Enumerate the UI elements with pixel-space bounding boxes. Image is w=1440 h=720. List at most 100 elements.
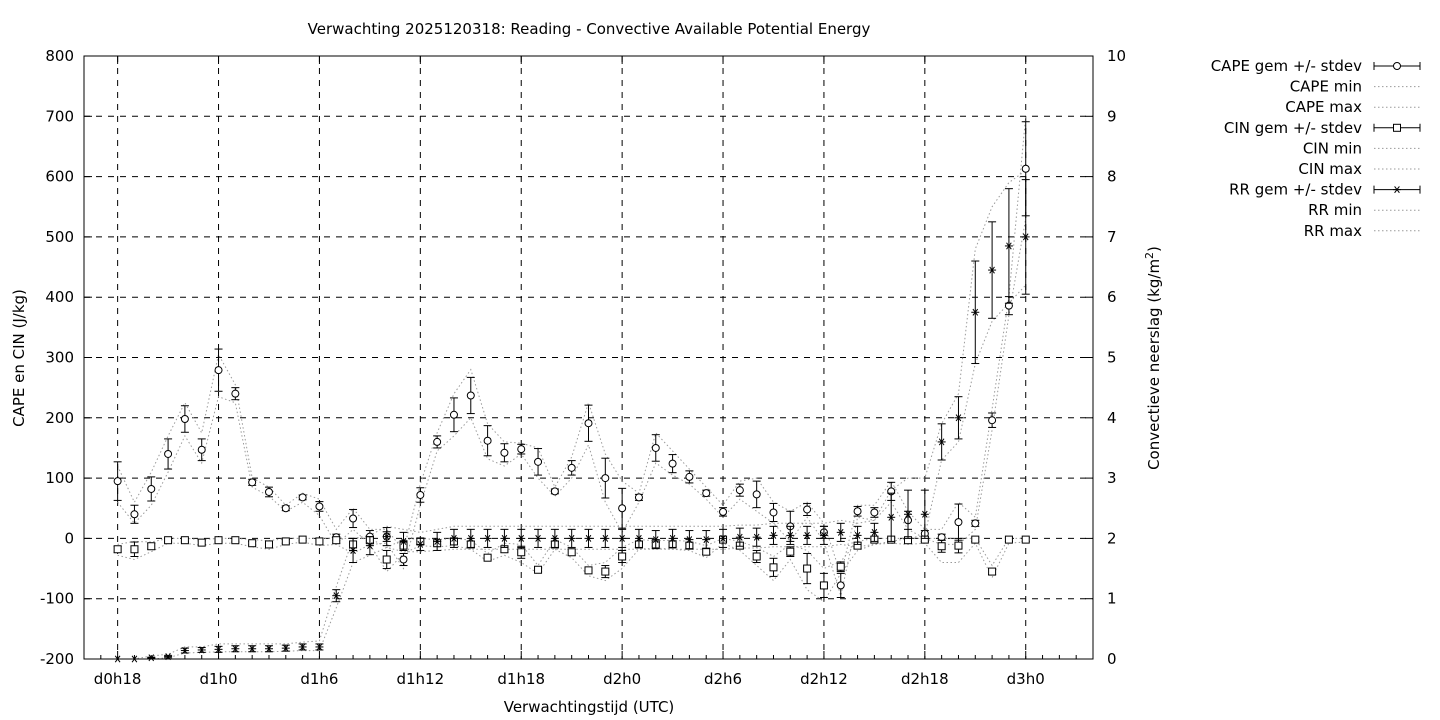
series-line-cape-max — [117, 116, 1027, 577]
cape-gem-stdev-point — [870, 508, 879, 517]
y-left-tick-label: 600 — [45, 168, 74, 186]
star-stroke — [703, 536, 710, 544]
x-tick-label: d2h6 — [704, 670, 742, 688]
rr-gem-stdev-point — [500, 534, 509, 542]
rr-gem-stdev-point — [1004, 242, 1013, 250]
cape-gem-stdev-point — [416, 490, 425, 499]
cape-gem-stdev-point — [634, 493, 643, 502]
star-stroke — [972, 308, 979, 316]
cin-gem-stdev-point — [534, 565, 543, 574]
cin-gem-stdev-point — [769, 563, 778, 572]
cape-gem-stdev-point — [937, 533, 946, 542]
cin-gem-stdev-point — [567, 548, 576, 557]
legend-label-cin-gem-stdev: CIN gem +/- stdev — [1224, 119, 1362, 137]
y-right-axis-label-sup: 2 — [1143, 252, 1156, 259]
cin-gem-stdev-point — [752, 552, 761, 561]
rr-gem-stdev-point — [197, 646, 206, 654]
rr-gem-stdev-point — [449, 534, 458, 542]
cape-gem-stdev-point — [130, 510, 139, 519]
cape-gem-stdev-point — [466, 391, 475, 400]
star-stroke — [602, 534, 609, 542]
cin-gem-stdev-point — [248, 539, 257, 548]
legend-label-rr-max: RR max — [1304, 222, 1362, 240]
star-stroke — [888, 513, 894, 521]
star-stroke — [905, 510, 911, 518]
y-right-tick-label: 7 — [1107, 228, 1117, 246]
star-stroke — [871, 528, 878, 536]
rr-gem-stdev-point — [365, 542, 374, 550]
star-stroke — [198, 646, 205, 654]
y-right-tick-label: 0 — [1107, 650, 1117, 668]
rr-gem-stdev-point — [231, 645, 240, 653]
star-stroke — [1006, 242, 1012, 250]
legend: CAPE gem +/- stdev CAPE min CAPE max CIN ge… — [1211, 57, 1421, 240]
x-tick-label: d1h12 — [396, 670, 444, 688]
x-axis-label: Verwachtingstijd (UTC) — [504, 698, 675, 716]
y-left-tick-label: 0 — [64, 529, 74, 547]
rr-gem-stdev-point — [887, 513, 896, 521]
rr-gem-stdev-point — [988, 266, 997, 274]
y-right-tick-label: 1 — [1107, 590, 1117, 608]
star-stroke — [619, 534, 625, 542]
rr-gem-stdev-point — [382, 533, 391, 541]
rr-gem-stdev-point — [685, 536, 694, 544]
cin-gem-stdev-point — [231, 536, 240, 545]
star-stroke — [1394, 186, 1400, 194]
cape-gem-stdev-point — [550, 487, 559, 496]
cin-gem-stdev-point — [164, 536, 173, 545]
cin-gem-stdev-point — [332, 536, 341, 545]
rr-gem-stdev-point — [634, 534, 643, 542]
cape-gem-stdev-point — [315, 502, 324, 511]
cin-gem-stdev-point — [197, 538, 206, 547]
star-stroke — [232, 645, 239, 653]
star-stroke — [585, 534, 592, 542]
rr-gem-stdev-point — [248, 645, 257, 653]
cape-gem-stdev-point — [769, 508, 778, 517]
legend-marker-rr-gem-stdev — [1393, 186, 1401, 194]
y-left-tick-label: 500 — [45, 228, 74, 246]
star-stroke — [182, 647, 188, 655]
cin-gem-stdev-point — [1021, 535, 1030, 544]
star-stroke — [215, 645, 222, 653]
data-marks — [113, 121, 1030, 663]
cape-gem-stdev-point — [752, 490, 761, 499]
legend-marker-cape-gem-stdev — [1393, 62, 1401, 70]
star-stroke — [333, 592, 340, 600]
cin-gem-stdev-point — [147, 542, 156, 551]
rr-gem-stdev-point — [735, 533, 744, 541]
rr-gem-stdev-point — [180, 647, 189, 655]
cape-gem-stdev-point — [803, 505, 812, 514]
y-right-tick-label: 10 — [1107, 47, 1126, 65]
y-right-axis-label-end: ) — [1145, 246, 1163, 252]
cape-gem-stdev-point — [584, 419, 593, 428]
rr-gem-stdev-point — [618, 534, 627, 542]
rr-gem-stdev-point — [567, 534, 576, 542]
star-stroke — [989, 266, 995, 274]
cin-gem-stdev-point — [214, 536, 223, 545]
cape-gem-stdev-point — [651, 443, 660, 452]
rr-gem-stdev-point — [584, 534, 593, 542]
rr-gem-stdev-point — [399, 537, 408, 545]
rr-gem-stdev-point — [853, 531, 862, 539]
y-right-tick-label: 8 — [1107, 168, 1117, 186]
legend-label-cape-gem-stdev: CAPE gem +/- stdev — [1211, 57, 1362, 75]
legend-label-cin-max: CIN max — [1298, 160, 1362, 178]
star-stroke — [501, 534, 508, 542]
star-stroke — [367, 542, 373, 550]
star-stroke — [753, 533, 760, 541]
rr-gem-stdev-point — [904, 510, 913, 518]
rr-gem-stdev-point — [803, 531, 812, 539]
star-stroke — [922, 510, 928, 518]
star-stroke — [417, 540, 424, 548]
rr-gem-stdev-point — [702, 536, 711, 544]
rr-gem-stdev-point — [416, 540, 425, 548]
cin-gem-stdev-point — [180, 536, 189, 545]
x-tick-label: d3h0 — [1007, 670, 1045, 688]
cape-gem-stdev-point — [719, 507, 728, 516]
star-stroke — [299, 643, 306, 651]
rr-gem-stdev-point — [786, 531, 795, 539]
cape-gem-stdev-point — [971, 519, 980, 528]
rr-gem-stdev-point — [315, 643, 324, 651]
y-left-axis-ticks: -200 -100 0 100 200 300 400 500 600 700 800 — [40, 47, 92, 668]
y-left-tick-label: 200 — [45, 409, 74, 427]
